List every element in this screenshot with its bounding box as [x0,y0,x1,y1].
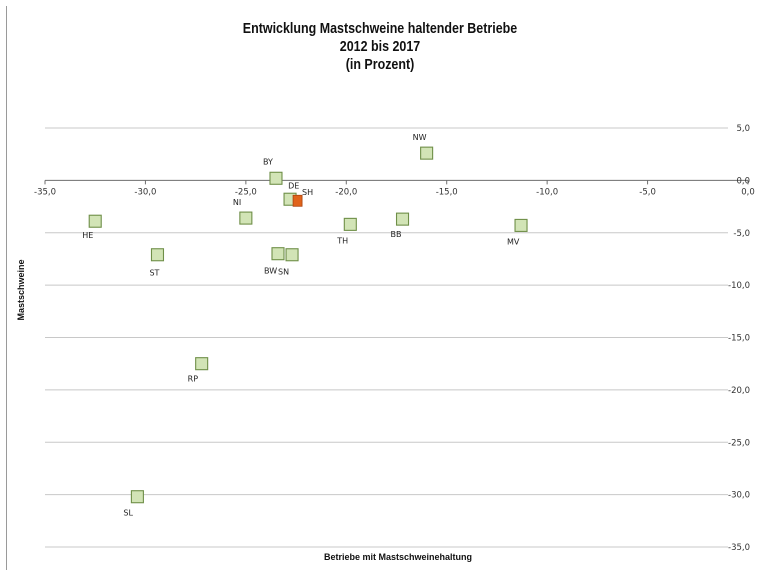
x-tick-label: -15,0 [436,187,458,197]
chart-title-line-2: 2012 bis 2017 [339,39,421,55]
y-tick-label: -30,0 [728,491,750,501]
point-label-bb: BB [391,230,402,239]
point-label-sh: SH [302,188,313,197]
y-tick-label: -10,0 [728,281,750,291]
point-marker-sl [130,490,144,504]
x-tick-label: -35,0 [34,187,56,197]
point-label-sn: SN [278,268,289,277]
point-marker-bw [271,247,285,261]
chart-frame [6,6,756,570]
point-marker-de [292,194,303,207]
y-tick-label: 5,0 [736,124,750,134]
x-tick-label: -5,0 [639,187,656,197]
point-marker-nw [420,146,434,160]
x-tick-label: -20,0 [335,187,357,197]
point-marker-rp [195,357,209,371]
point-label-nw: NW [413,133,427,142]
point-marker-by [269,171,283,185]
chart-title-line-1: Entwicklung Mastschweine haltender Betri… [242,21,518,37]
y-tick-label: -25,0 [728,438,750,448]
x-tick-label: -30,0 [134,187,156,197]
point-marker-st [150,248,165,262]
point-marker-he [88,214,102,228]
y-tick-label: -20,0 [728,386,750,396]
point-label-th: TH [336,236,348,245]
x-tick-label: -25,0 [235,187,257,197]
y-tick-label: -35,0 [728,543,750,553]
point-label-rp: RP [188,375,199,384]
y-tick-label: -5,0 [733,229,750,239]
point-marker-ni [239,211,253,225]
y-tick-label: 0,0 [736,176,750,186]
point-label-ni: NI [233,198,241,207]
point-marker-bb [395,212,410,226]
point-label-de: DE [288,181,299,190]
point-label-bw: BW [264,267,277,276]
point-marker-sn [285,248,299,262]
point-label-st: ST [149,269,159,278]
point-label-sl: SL [123,509,133,518]
x-tick-label: -10,0 [536,187,558,197]
chart-title-line-3: (in Prozent) [345,57,415,73]
y-axis-title: Mastschweine [16,259,26,320]
point-label-he: HE [82,231,93,240]
point-marker-mv [514,218,528,232]
y-tick-label: -15,0 [728,334,750,344]
x-axis-title: Betriebe mit Mastschweinehaltung [324,552,472,562]
point-marker-th [343,217,357,231]
point-label-by: BY [263,157,273,166]
x-tick-label: 0,0 [741,187,755,197]
point-label-mv: MV [507,237,520,246]
